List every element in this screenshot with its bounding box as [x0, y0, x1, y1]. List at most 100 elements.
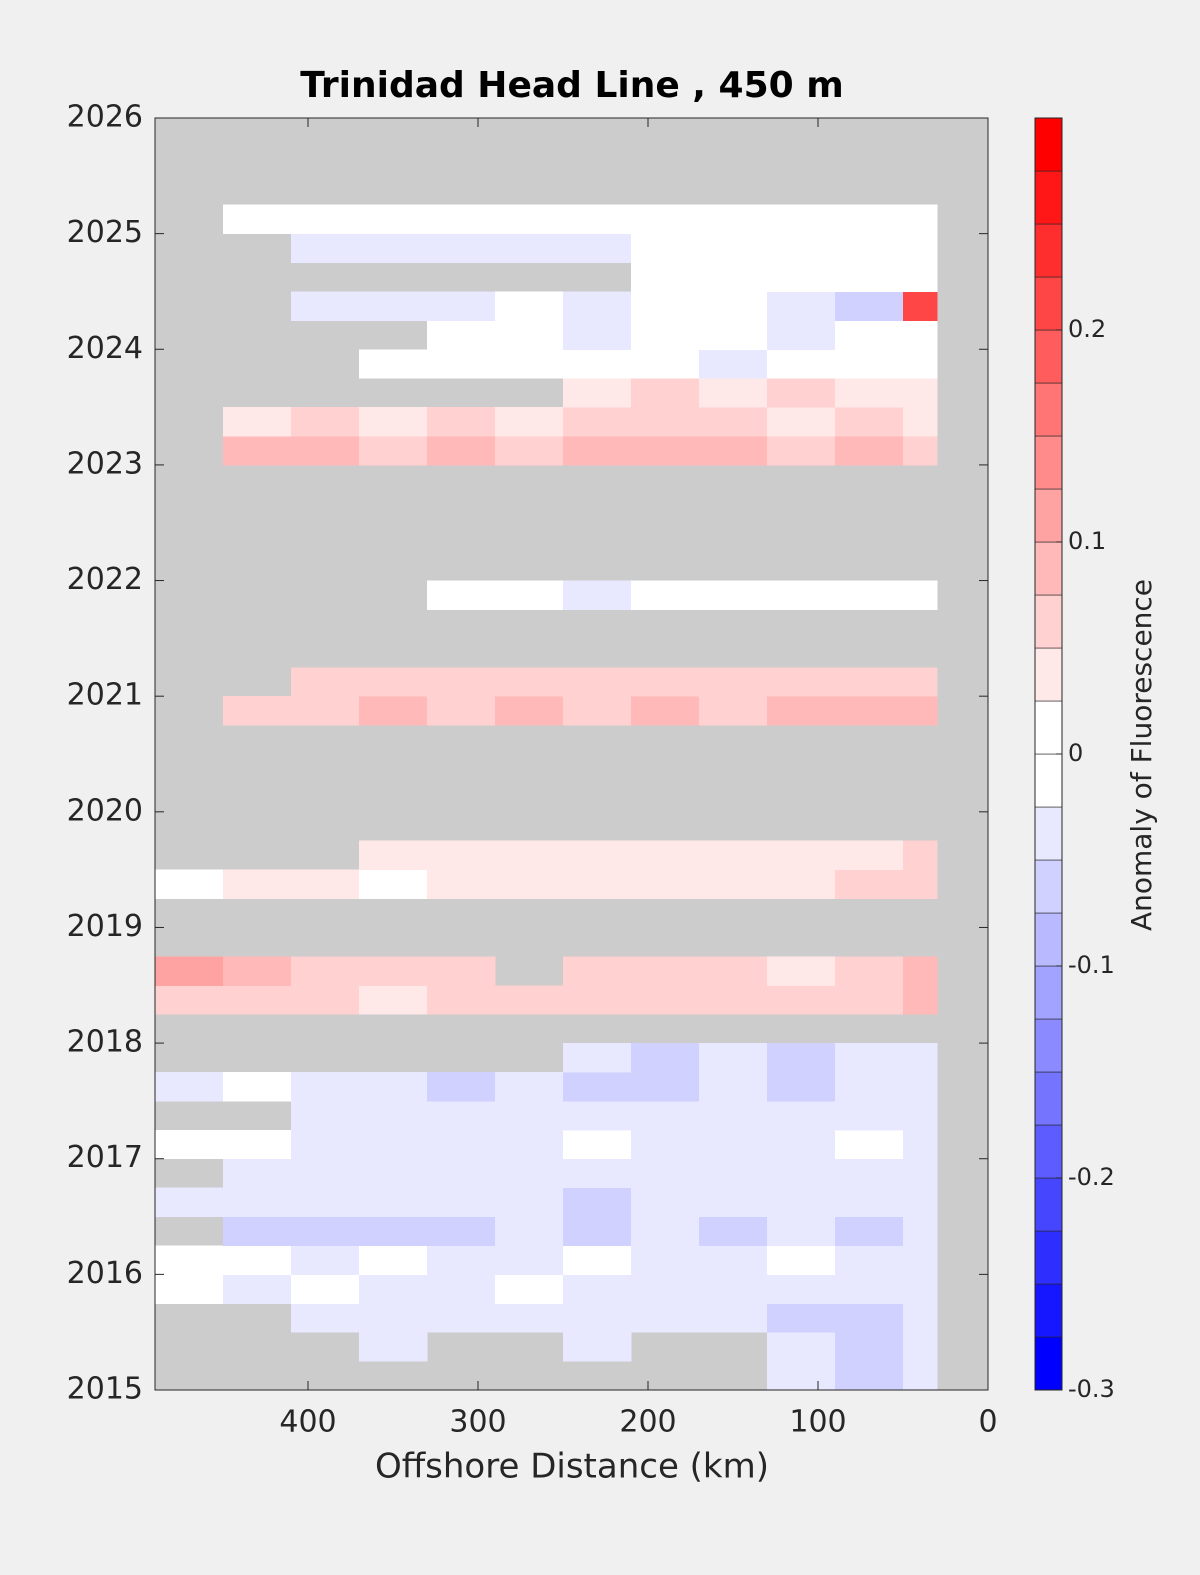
heatmap-cell — [699, 956, 768, 986]
heatmap-cell — [563, 1245, 632, 1275]
x-axis-label: Offshore Distance (km) — [375, 1447, 769, 1487]
heatmap-cell — [359, 956, 428, 986]
x-tick-label: 0 — [978, 1405, 997, 1440]
y-tick-label: 2018 — [67, 1025, 143, 1060]
heatmap-cell — [223, 1072, 292, 1102]
colorbar-segment — [1034, 1283, 1063, 1338]
heatmap-cell — [427, 667, 496, 697]
heatmap-cell — [495, 1158, 564, 1189]
heatmap-cell — [835, 349, 904, 379]
heatmap-cell — [631, 1303, 700, 1333]
heatmap-cell — [427, 204, 496, 235]
heatmap-cell — [563, 1072, 632, 1102]
heatmap-cell — [903, 1129, 938, 1160]
y-tick-label: 2016 — [67, 1256, 143, 1291]
heatmap-cell — [563, 1100, 632, 1131]
heatmap-cell — [767, 436, 836, 466]
heatmap-cell — [903, 436, 938, 466]
colorbar-segment — [1034, 435, 1063, 490]
heatmap-cell — [903, 985, 938, 1015]
heatmap-cell — [767, 696, 836, 726]
heatmap-cell — [903, 1245, 938, 1275]
colorbar-segment — [1034, 382, 1063, 437]
colorbar-segment — [1034, 276, 1063, 331]
heatmap-cell — [359, 291, 428, 321]
x-tick-label: 200 — [619, 1405, 676, 1440]
heatmap-cell — [835, 1274, 904, 1304]
heatmap-cell — [359, 1216, 428, 1246]
heatmap-cell — [223, 1216, 292, 1246]
heatmap-cell — [495, 985, 564, 1015]
heatmap-cell — [155, 1129, 224, 1160]
heatmap-cell — [495, 1216, 564, 1246]
heatmap-cell — [359, 407, 428, 437]
heatmap-cell — [631, 1158, 700, 1189]
heatmap-cell — [495, 291, 564, 321]
heatmap-cell — [427, 1129, 496, 1160]
heatmap-cell — [631, 378, 700, 408]
heatmap-cell — [835, 667, 904, 697]
heatmap-cell — [835, 1332, 904, 1362]
heatmap-cell — [291, 985, 360, 1015]
heatmap-cell — [699, 1187, 768, 1218]
heatmap-cell — [291, 1158, 360, 1189]
heatmap-cell — [835, 985, 904, 1015]
heatmap-cell — [359, 1072, 428, 1102]
y-tick-label: 2026 — [67, 100, 143, 135]
heatmap-cell — [903, 956, 938, 986]
heatmap-cell — [631, 696, 700, 726]
colorbar-segment — [1034, 541, 1063, 596]
heatmap-cell — [835, 436, 904, 466]
heatmap-cell — [631, 349, 700, 379]
colorbar-segment — [1034, 753, 1063, 808]
heatmap-cell — [495, 869, 564, 900]
heatmap-cell — [767, 1072, 836, 1102]
heatmap-cell — [631, 436, 700, 466]
heatmap-cell — [903, 1043, 938, 1073]
heatmap-cell — [427, 1216, 496, 1246]
colorbar-segment — [1034, 1071, 1063, 1126]
heatmap-cell — [631, 407, 700, 437]
heatmap-cell — [563, 869, 632, 900]
heatmap-cell — [767, 204, 836, 235]
heatmap-cell — [563, 378, 632, 408]
heatmap-cell — [427, 320, 496, 350]
heatmap-cell — [631, 985, 700, 1015]
colorbar-tick-label: -0.1 — [1068, 951, 1115, 979]
heatmap-cell — [699, 840, 768, 871]
heatmap-cell — [903, 1361, 938, 1391]
heatmap-cell — [699, 696, 768, 726]
heatmap-cell — [427, 580, 496, 610]
colorbar-segment — [1034, 912, 1063, 967]
heatmap-cell — [563, 204, 632, 235]
heatmap-cell — [903, 378, 938, 408]
heatmap-cell — [699, 580, 768, 610]
heatmap-cell — [359, 869, 428, 900]
heatmap-cell — [291, 291, 360, 321]
heatmap-cell — [767, 407, 836, 437]
heatmap-cell — [563, 840, 632, 871]
heatmap-cell — [835, 407, 904, 437]
colorbar-segment — [1034, 1336, 1063, 1391]
heatmap-cell — [291, 869, 360, 900]
y-tick-label: 2017 — [67, 1140, 143, 1175]
heatmap-cell — [903, 840, 938, 871]
heatmap-cell — [291, 696, 360, 726]
heatmap-cell — [563, 580, 632, 610]
heatmap-cell — [835, 869, 904, 900]
heatmap-cell — [563, 1332, 632, 1362]
colorbar-tick-label: -0.2 — [1068, 1163, 1115, 1191]
heatmap-cell — [699, 291, 768, 321]
heatmap-cell — [835, 1129, 904, 1160]
heatmap-cell — [223, 1274, 292, 1304]
heatmap-cell — [699, 1303, 768, 1333]
heatmap-cell — [767, 985, 836, 1015]
heatmap-cell — [563, 1129, 632, 1160]
heatmap-cell — [903, 667, 938, 697]
colorbar-segment — [1034, 117, 1063, 172]
heatmap-cell — [359, 1187, 428, 1218]
colorbar-tick-label: 0.2 — [1068, 315, 1106, 343]
heatmap-cell — [427, 985, 496, 1015]
heatmap-cell — [291, 1303, 360, 1333]
